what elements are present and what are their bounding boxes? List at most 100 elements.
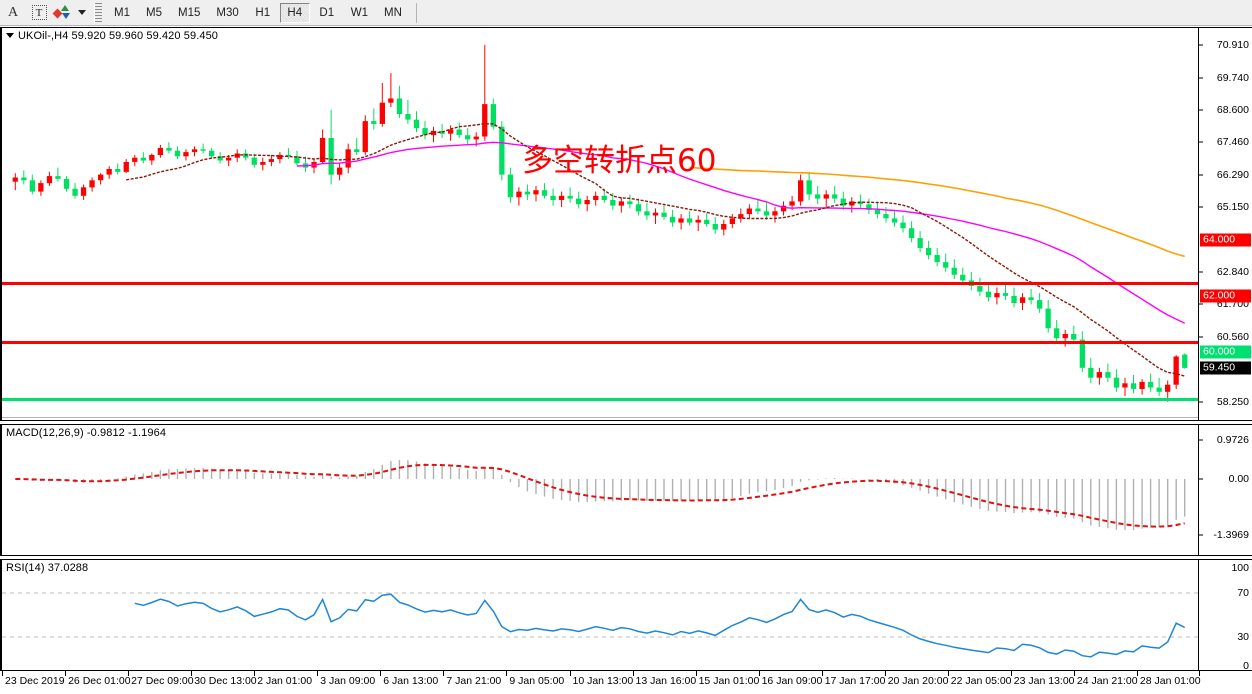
timeframe-button-m5[interactable]: M5 bbox=[146, 6, 162, 19]
time-axis-tick bbox=[65, 671, 67, 676]
rsi-chart bbox=[2, 592, 1198, 658]
timeframe-button-mn[interactable]: MN bbox=[384, 6, 402, 19]
time-axis-tick bbox=[695, 671, 697, 676]
time-axis-label: 17 Jan 17:00 bbox=[824, 675, 886, 687]
axis-tick-label: 0.9726 bbox=[1216, 433, 1249, 446]
toolbar-divider bbox=[415, 2, 417, 23]
symbol-ohlc-text: UKOil-,H4 59.920 59.960 59.420 59.450 bbox=[18, 30, 219, 42]
macd-chart bbox=[15, 460, 1186, 530]
time-axis-label: 30 Dec 13:00 bbox=[194, 675, 257, 687]
rsi-label: RSI(14) 37.0288 bbox=[6, 562, 89, 574]
timeframe-button-m15[interactable]: M15 bbox=[178, 6, 201, 19]
timeframe-button-h1[interactable]: H1 bbox=[255, 6, 271, 19]
time-axis-label: 24 Jan 21:00 bbox=[1076, 675, 1138, 687]
axis-tick-label: 68.600 bbox=[1216, 103, 1249, 116]
time-axis-tick bbox=[1073, 671, 1075, 676]
level-line-64 bbox=[2, 282, 1198, 285]
last-price-line bbox=[2, 417, 1198, 418]
axis-tick-mark bbox=[1199, 271, 1203, 273]
time-axis-label: 23 Dec 2019 bbox=[5, 675, 65, 687]
time-axis-tick bbox=[128, 671, 130, 676]
time-axis-label: 2 Jan 01:00 bbox=[257, 675, 313, 687]
price-level-badge-resistance[interactable]: 64.000 bbox=[1200, 233, 1251, 246]
price-level-badge-resistance[interactable]: 62.000 bbox=[1200, 289, 1251, 303]
axis-tick-label: 58.250 bbox=[1216, 395, 1249, 408]
text-label-icon[interactable]: A bbox=[7, 4, 19, 20]
axis-tick-label: 30 bbox=[1237, 630, 1249, 643]
time-axis-tick bbox=[821, 671, 823, 676]
axis-tick-label: 65.150 bbox=[1216, 200, 1249, 213]
macd-plot-area[interactable] bbox=[2, 425, 1198, 555]
chart-dropdown-caret-icon[interactable] bbox=[6, 32, 14, 38]
axis-tick-label: 66.290 bbox=[1216, 168, 1249, 181]
axis-tick-mark bbox=[1199, 141, 1203, 143]
axis-tick-mark bbox=[1199, 478, 1203, 480]
axis-tick-label: 100 bbox=[1231, 561, 1249, 574]
time-axis-tick bbox=[443, 671, 445, 676]
rsi-plot-area[interactable] bbox=[2, 560, 1198, 670]
axis-tick-label: 67.460 bbox=[1216, 135, 1249, 148]
candlestick-chart bbox=[12, 44, 1188, 402]
time-axis-label: 13 Jan 16:00 bbox=[635, 675, 697, 687]
macd-pane-left-border bbox=[0, 425, 2, 555]
price-plot-area[interactable]: 多空转折点60 bbox=[2, 28, 1198, 420]
chart-annotation-text: 多空转折点60 bbox=[522, 143, 717, 179]
time-axis-tick bbox=[380, 671, 382, 676]
time-axis-tick bbox=[254, 671, 256, 676]
axis-tick-label: 62.840 bbox=[1216, 265, 1249, 278]
time-axis-tick bbox=[506, 671, 508, 676]
shapes-icon[interactable] bbox=[52, 2, 74, 24]
time-axis-label: 26 Dec 01:00 bbox=[68, 675, 131, 687]
time-axis-tick bbox=[1136, 671, 1138, 676]
axis-tick-label: 70.910 bbox=[1216, 38, 1249, 51]
axis-tick-mark bbox=[1199, 44, 1203, 46]
axis-tick-label: 0 bbox=[1243, 659, 1249, 672]
price-pane-header: UKOil-,H4 59.920 59.960 59.420 59.450 bbox=[6, 30, 218, 42]
level-line-62 bbox=[2, 341, 1198, 344]
timeframe-button-m1[interactable]: M1 bbox=[114, 6, 130, 19]
chart-toolbar: A T M1 M5 M15 M30 H1 H4 D1 W1 MN bbox=[0, 0, 1252, 26]
price-pane-left-border bbox=[0, 28, 2, 420]
time-axis-label: 23 Jan 13:00 bbox=[1013, 675, 1075, 687]
time-axis-label: 9 Jan 05:00 bbox=[509, 675, 565, 687]
axis-tick-mark bbox=[1199, 439, 1203, 441]
axis-tick-mark bbox=[1199, 401, 1203, 403]
timeframe-button-w1[interactable]: W1 bbox=[350, 6, 368, 19]
time-axis-tick bbox=[2, 671, 3, 676]
macd-axis[interactable]: 0.9726 0.00 -1.3969 bbox=[1198, 425, 1252, 555]
time-axis-label: 22 Jan 05:00 bbox=[950, 675, 1012, 687]
price-axis[interactable]: 70.910 69.740 68.600 67.460 66.290 65.150 62.8… bbox=[1198, 28, 1252, 420]
time-axis-tick bbox=[1199, 671, 1200, 676]
shapes-dropdown-caret-icon[interactable] bbox=[74, 2, 88, 24]
axis-tick-label: 61.700 bbox=[1216, 298, 1249, 311]
rsi-pane: RSI(14) 37.0288 100 70 30 0 bbox=[0, 559, 1252, 671]
time-axis-tick bbox=[884, 671, 886, 676]
time-axis-label: 10 Jan 13:00 bbox=[572, 675, 634, 687]
toolbar-drag-grip[interactable] bbox=[94, 2, 102, 23]
axis-tick-mark bbox=[1199, 206, 1203, 208]
time-axis-tick bbox=[569, 671, 571, 676]
price-pane: 多空转折点60 UKOil-,H4 59.920 59.960 59.420 5… bbox=[0, 27, 1252, 421]
timeframe-button-h4[interactable]: H4 bbox=[279, 2, 310, 23]
axis-tick-label: -1.3969 bbox=[1213, 528, 1249, 541]
axis-tick-mark bbox=[1199, 534, 1203, 536]
price-level-badge-last-price[interactable]: 59.450 bbox=[1200, 361, 1251, 375]
time-axis-label: 7 Jan 21:00 bbox=[446, 675, 502, 687]
timeframe-button-d1[interactable]: D1 bbox=[319, 6, 335, 19]
text-box-icon[interactable]: T bbox=[26, 2, 52, 24]
price-level-badge-pivot[interactable]: 60.000 bbox=[1200, 345, 1251, 359]
macd-label: MACD(12,26,9) -0.9812 -1.1964 bbox=[6, 427, 167, 439]
time-axis-label: 16 Jan 09:00 bbox=[761, 675, 823, 687]
time-axis-label: 27 Dec 09:00 bbox=[131, 675, 194, 687]
time-axis-label: 15 Jan 01:00 bbox=[698, 675, 760, 687]
level-line-60 bbox=[2, 398, 1198, 401]
axis-tick-label: 70 bbox=[1237, 586, 1249, 599]
time-axis-tick bbox=[632, 671, 634, 676]
axis-tick-mark bbox=[1199, 303, 1203, 305]
time-axis[interactable]: 23 Dec 2019 26 Dec 01:00 27 Dec 09:00 30 De… bbox=[0, 671, 1252, 694]
rsi-axis[interactable]: 100 70 30 0 bbox=[1198, 560, 1252, 672]
timeframe-button-m30[interactable]: M30 bbox=[216, 6, 239, 19]
axis-tick-mark bbox=[1199, 336, 1203, 337]
rsi-pane-left-border bbox=[0, 560, 2, 670]
